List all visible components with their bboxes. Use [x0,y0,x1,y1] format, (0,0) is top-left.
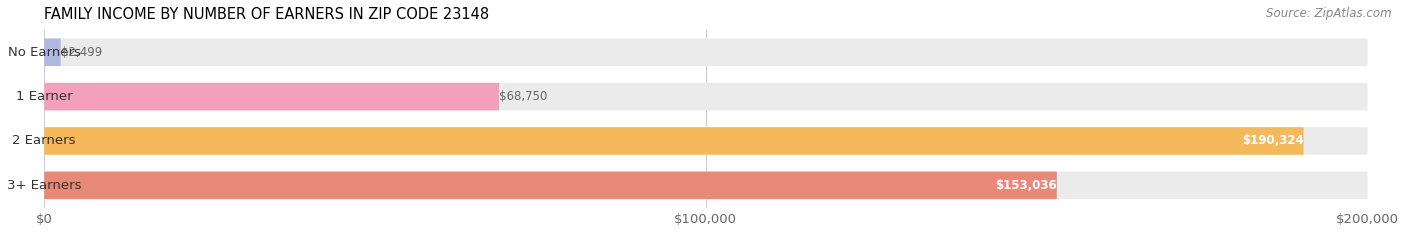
FancyBboxPatch shape [44,83,1368,110]
Text: 1 Earner: 1 Earner [15,90,73,103]
FancyBboxPatch shape [44,38,60,66]
Text: $190,324: $190,324 [1241,134,1303,147]
Text: $68,750: $68,750 [499,90,547,103]
Text: $153,036: $153,036 [995,179,1057,192]
Text: Source: ZipAtlas.com: Source: ZipAtlas.com [1267,7,1392,20]
FancyBboxPatch shape [44,127,1303,155]
FancyBboxPatch shape [44,127,1368,155]
Text: $2,499: $2,499 [60,46,103,59]
FancyBboxPatch shape [44,171,1057,199]
FancyBboxPatch shape [44,38,1368,66]
Text: 2 Earners: 2 Earners [13,134,76,147]
Text: FAMILY INCOME BY NUMBER OF EARNERS IN ZIP CODE 23148: FAMILY INCOME BY NUMBER OF EARNERS IN ZI… [44,7,489,22]
FancyBboxPatch shape [44,83,499,110]
FancyBboxPatch shape [44,171,1368,199]
Text: 3+ Earners: 3+ Earners [7,179,82,192]
Text: No Earners: No Earners [8,46,80,59]
